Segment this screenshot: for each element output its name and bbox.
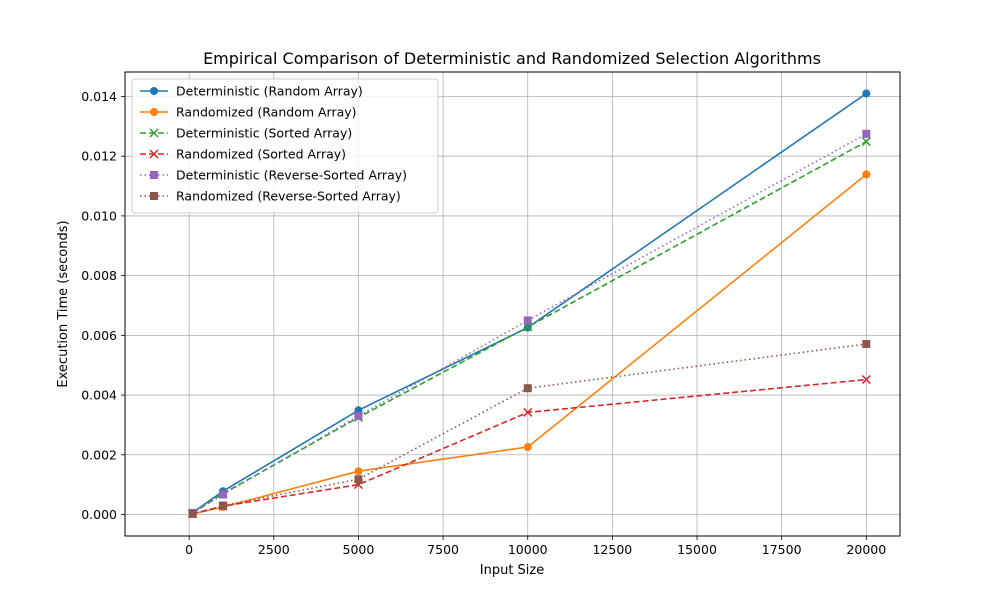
- series-randomized-sorted-array-point: [523, 407, 533, 417]
- y-tick-label: 0.014: [81, 89, 117, 104]
- series-deterministic-sorted-array-point-stroke: [861, 137, 871, 147]
- x-axis-label: Input Size: [480, 563, 544, 578]
- y-tick-label: 0.000: [81, 507, 117, 522]
- legend-entry-5: Randomized (Reverse-Sorted Array): [140, 189, 401, 204]
- legend-entry-3: Randomized (Sorted Array): [140, 147, 346, 162]
- x-tick-label: 20000: [846, 542, 886, 557]
- legend-label: Deterministic (Random Array): [176, 84, 363, 99]
- legend: Deterministic (Random Array) Randomized (…: [131, 78, 439, 214]
- series-randomized-sorted-array-point: [861, 375, 871, 385]
- series-randomized-reverse-sorted-array-point: [523, 384, 532, 393]
- series-randomized-random-array-point: [354, 467, 363, 476]
- legend-point: [150, 87, 158, 95]
- legend-point-stroke: [149, 128, 159, 138]
- x-tick-label: 17500: [762, 542, 802, 557]
- legend-label: Deterministic (Reverse-Sorted Array): [176, 168, 407, 183]
- series-randomized-sorted-array-point-stroke: [523, 407, 533, 417]
- legend-entry-4: Deterministic (Reverse-Sorted Array): [140, 168, 407, 183]
- legend-point: [149, 149, 159, 159]
- x-tick-label: 7500: [427, 542, 459, 557]
- series-deterministic-reverse-sorted-array-point: [219, 490, 228, 499]
- legend-point: [150, 192, 158, 200]
- series-randomized-reverse-sorted-array: [188, 340, 871, 518]
- legend-entry-0: Deterministic (Random Array): [140, 84, 363, 99]
- legend-point-stroke: [149, 149, 159, 159]
- legend-point: [150, 171, 158, 179]
- y-tick-label: 0.002: [81, 447, 117, 462]
- x-tick-label: 12500: [592, 542, 632, 557]
- series-randomized-reverse-sorted-array-point: [219, 501, 228, 510]
- legend-entry-1: Randomized (Random Array): [140, 105, 357, 120]
- series-randomized-reverse-sorted-array-point: [188, 509, 197, 518]
- legend-label: Randomized (Random Array): [176, 105, 357, 120]
- y-axis-label: Execution Time (seconds): [56, 220, 71, 387]
- legend-point: [149, 128, 159, 138]
- series-randomized-sorted-array-point-stroke: [861, 375, 871, 385]
- series-deterministic-sorted-array-point: [861, 137, 871, 147]
- series-randomized-reverse-sorted-array-point: [354, 475, 363, 484]
- series-layer: [188, 89, 871, 519]
- x-tick-label: 0: [185, 542, 193, 557]
- plot-frame: [124, 71, 901, 537]
- y-tick-label: 0.008: [81, 268, 117, 283]
- y-tick-label: 0.006: [81, 328, 117, 343]
- y-tick-label: 0.012: [81, 149, 117, 164]
- series-deterministic-reverse-sorted-array-point: [523, 316, 532, 325]
- x-tick-label: 2500: [258, 542, 290, 557]
- series-randomized-random-array-point: [523, 443, 532, 452]
- legend-label: Randomized (Sorted Array): [176, 147, 346, 162]
- x-tick-label: 15000: [677, 542, 717, 557]
- series-randomized-random-array-point: [862, 170, 871, 179]
- y-tick-label: 0.004: [81, 388, 117, 403]
- series-deterministic-reverse-sorted-array-line: [192, 133, 867, 514]
- legend-label: Deterministic (Sorted Array): [176, 126, 352, 141]
- series-randomized-reverse-sorted-array-point: [862, 340, 871, 349]
- legend-box: [131, 78, 439, 214]
- chart-title: Empirical Comparison of Deterministic an…: [203, 49, 821, 68]
- series-deterministic-reverse-sorted-array-point: [354, 411, 363, 420]
- tick-layer: 0 2500 5000 7500 10000 12500 15000 17500 20000 0.…: [81, 89, 886, 557]
- y-tick-label: 0.010: [81, 208, 117, 223]
- legend-point: [150, 108, 158, 116]
- legend-entry-2: Deterministic (Sorted Array): [140, 126, 352, 141]
- x-tick-label: 5000: [343, 542, 375, 557]
- series-randomized-sorted-array-line: [192, 378, 867, 515]
- legend-label: Randomized (Reverse-Sorted Array): [176, 189, 401, 204]
- series-deterministic-random-array-point: [862, 89, 871, 98]
- x-tick-label: 10000: [508, 542, 548, 557]
- series-deterministic-reverse-sorted-array-point: [862, 129, 871, 138]
